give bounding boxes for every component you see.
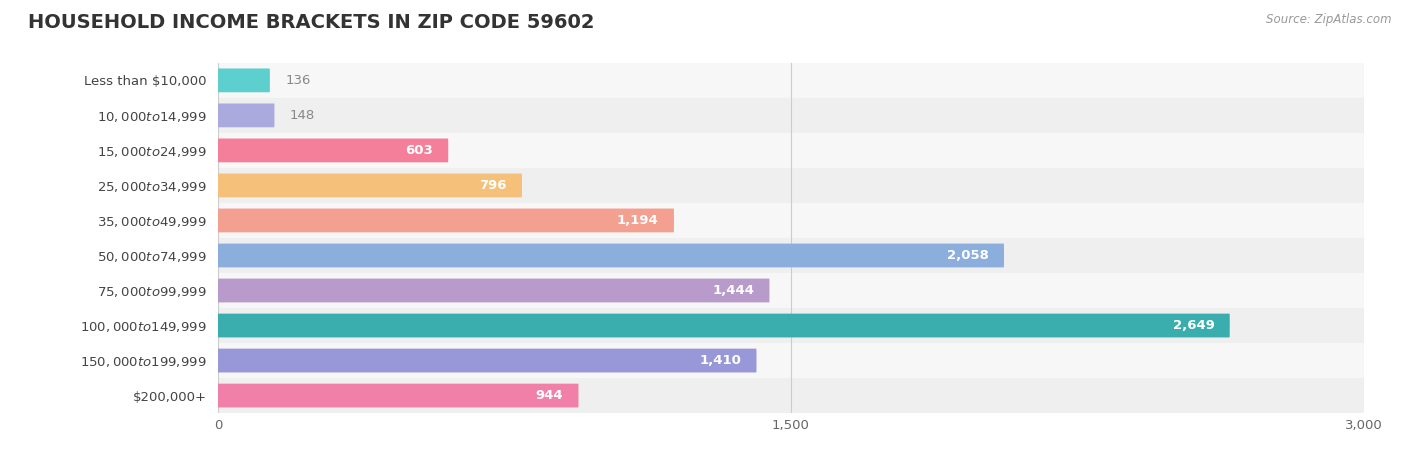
FancyBboxPatch shape	[218, 203, 1364, 238]
FancyBboxPatch shape	[218, 168, 1364, 203]
FancyBboxPatch shape	[218, 343, 1364, 378]
FancyBboxPatch shape	[218, 68, 270, 92]
Text: 944: 944	[536, 389, 564, 402]
FancyBboxPatch shape	[218, 313, 1230, 338]
FancyBboxPatch shape	[218, 378, 1364, 413]
Text: 2,649: 2,649	[1173, 319, 1215, 332]
Text: 148: 148	[290, 109, 315, 122]
FancyBboxPatch shape	[218, 308, 1364, 343]
FancyBboxPatch shape	[218, 138, 449, 163]
FancyBboxPatch shape	[218, 63, 1364, 98]
FancyBboxPatch shape	[218, 348, 756, 373]
FancyBboxPatch shape	[218, 173, 522, 198]
FancyBboxPatch shape	[218, 243, 1004, 268]
Text: 603: 603	[405, 144, 433, 157]
FancyBboxPatch shape	[218, 238, 1364, 273]
FancyBboxPatch shape	[218, 278, 769, 303]
Text: 1,444: 1,444	[713, 284, 754, 297]
Text: 136: 136	[285, 74, 311, 87]
FancyBboxPatch shape	[218, 98, 1364, 133]
FancyBboxPatch shape	[218, 208, 673, 233]
FancyBboxPatch shape	[218, 383, 578, 408]
FancyBboxPatch shape	[218, 103, 274, 128]
Text: 1,410: 1,410	[699, 354, 741, 367]
FancyBboxPatch shape	[218, 273, 1364, 308]
Text: 796: 796	[479, 179, 506, 192]
Text: HOUSEHOLD INCOME BRACKETS IN ZIP CODE 59602: HOUSEHOLD INCOME BRACKETS IN ZIP CODE 59…	[28, 13, 595, 32]
Text: Source: ZipAtlas.com: Source: ZipAtlas.com	[1267, 13, 1392, 26]
FancyBboxPatch shape	[218, 133, 1364, 168]
Text: 2,058: 2,058	[946, 249, 988, 262]
Text: 1,194: 1,194	[617, 214, 659, 227]
